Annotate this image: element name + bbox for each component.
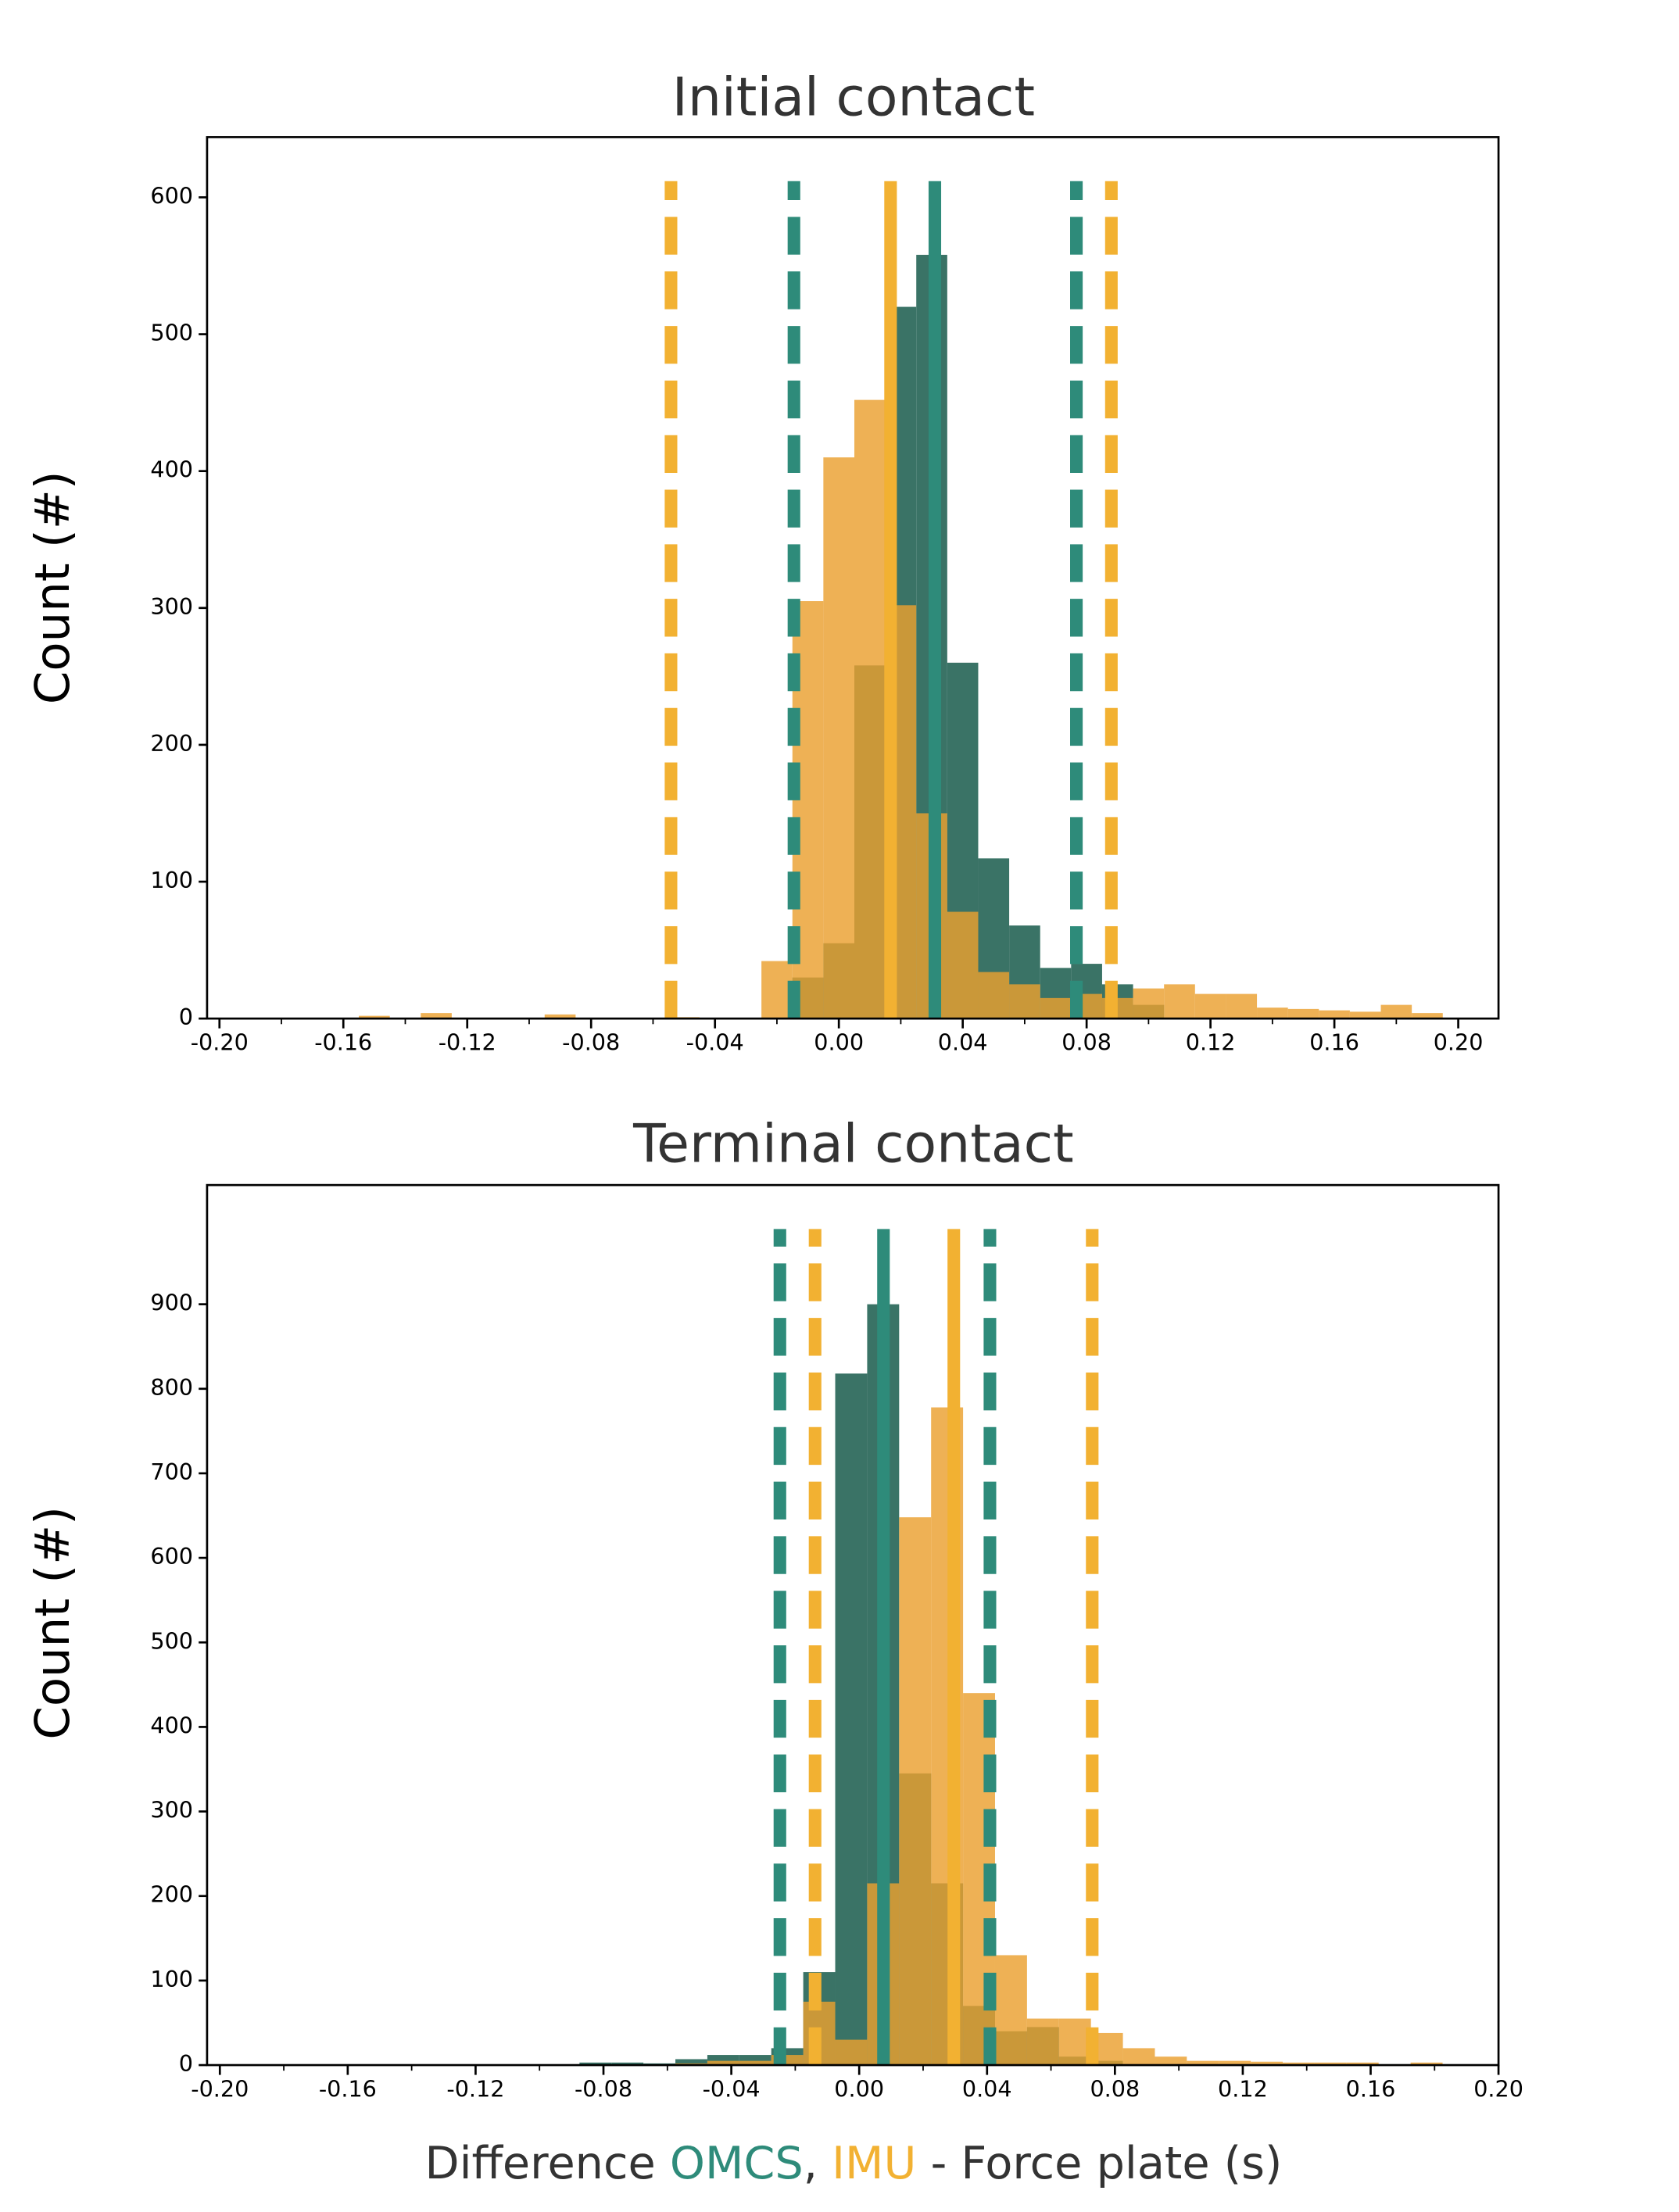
bar [1040,997,1072,1019]
x-tick-label: 0.04 [938,1029,988,1055]
bar [544,1014,576,1019]
x-tick-label: 0.00 [814,1029,864,1055]
plot-frame [206,1183,1500,2067]
bar [1155,2056,1187,2066]
bar [1319,1010,1350,1019]
x-tick-label: 0.08 [1061,1029,1112,1055]
bar [739,2060,771,2066]
bar [978,972,1010,1019]
x-axis-label: Difference OMCS, IMU - Force plate (s) [424,2137,1282,2189]
bar [854,399,886,1019]
y-tick-label: 600 [150,182,193,209]
y-tick-label: 200 [150,730,193,757]
bar [1009,984,1040,1019]
bar [1412,1013,1443,1019]
bar [835,1373,868,2066]
x-tick-label: 0.12 [1186,1029,1236,1055]
legend-omcs: OMCS [670,2137,804,2189]
bar [1257,1008,1288,1019]
bar [761,961,793,1019]
x-tick-label: -0.04 [703,2075,761,2102]
bar [359,1015,390,1019]
y-tick-label: 100 [150,867,193,893]
y-tick-label: 300 [150,1797,193,1824]
bar [1314,2062,1347,2066]
x-tick-label: 0.00 [834,2075,884,2102]
bar [1283,2062,1315,2066]
bar [1194,993,1226,1019]
bar [835,2039,868,2066]
bar [1133,988,1165,1019]
x-tick-label: -0.16 [319,2075,377,2102]
bar [579,2062,612,2066]
y-axis-label: Count (#) [26,471,81,705]
bar [994,1955,1027,2066]
x-tick-label: -0.20 [191,1029,249,1055]
bar [823,457,854,1019]
x-tick-label: 0.08 [1090,2075,1140,2102]
bar [421,1013,452,1019]
y-tick-label: 500 [150,320,193,346]
bar [1287,1008,1319,1019]
x-tick-label: 0.16 [1346,2075,1396,2102]
x-tick-label: 0.16 [1309,1029,1359,1055]
bar [1226,993,1258,1019]
bar [1122,2048,1155,2066]
bar [1380,1004,1412,1019]
bar [611,2062,644,2066]
y-tick-label: 700 [150,1459,193,1485]
bar [707,2060,739,2066]
chart-title: Initial contact [672,66,1035,128]
y-axis-label: Count (#) [26,1506,81,1740]
y-tick-label: 400 [150,456,193,483]
x-label-before: Difference [424,2137,655,2189]
bar [675,2059,707,2066]
bar [1349,1011,1381,1019]
y-tick-label: 900 [150,1290,193,1316]
y-tick-label: 500 [150,1627,193,1654]
bar [1026,2018,1059,2066]
x-label-after: - Force plate (s) [931,2137,1283,2189]
bar [1346,2062,1379,2066]
x-tick-label: -0.12 [439,1029,496,1055]
plot-frame [206,136,1500,1020]
bar [1187,2060,1219,2066]
x-tick-label: -0.08 [562,1029,620,1055]
y-tick-label: 300 [150,593,193,620]
x-label-between: , [804,2137,818,2189]
y-tick-label: 200 [150,1881,193,1908]
bar [899,1517,932,2066]
y-tick-label: 400 [150,1712,193,1738]
x-tick-label: -0.12 [446,2075,504,2102]
x-tick-label: -0.16 [314,1029,372,1055]
x-tick-label: -0.08 [575,2075,632,2102]
x-tick-label: -0.20 [191,2075,249,2102]
x-tick-label: 0.04 [962,2075,1012,2102]
bar [947,911,979,1019]
bar [1410,2062,1443,2066]
y-tick-label: 800 [150,1374,193,1401]
bar [1164,984,1195,1019]
chart-title: Terminal contact [632,1113,1073,1175]
y-tick-label: 0 [179,2050,193,2077]
bar [1251,2061,1283,2066]
x-tick-label: 0.12 [1218,2075,1268,2102]
y-tick-label: 0 [179,1004,193,1030]
x-tick-label: -0.04 [686,1029,744,1055]
bar [1058,2018,1091,2066]
x-tick-label: 0.20 [1434,1029,1484,1055]
y-tick-label: 600 [150,1543,193,1570]
legend-imu: IMU [832,2137,916,2189]
y-tick-label: 100 [150,1966,193,1992]
x-tick-label: 0.20 [1473,2075,1523,2102]
bar [1219,2060,1251,2066]
